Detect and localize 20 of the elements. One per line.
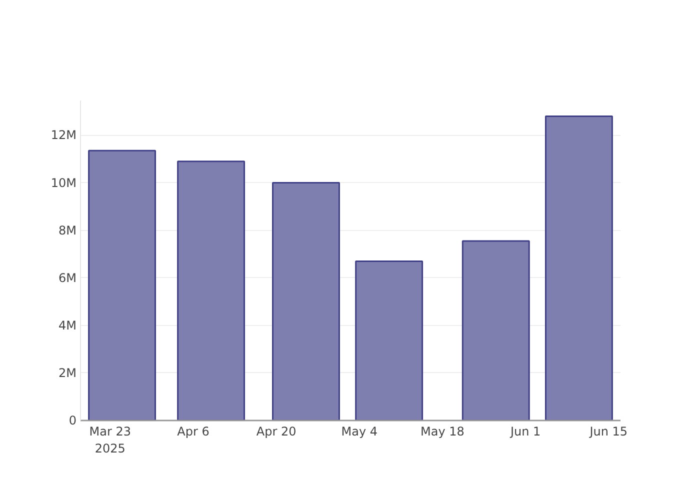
y-tick-label: 8M xyxy=(58,223,77,238)
y-tick-label: 10M xyxy=(50,176,76,190)
bar xyxy=(462,240,530,420)
bar xyxy=(177,160,246,420)
x-tick-label: Jun 1 xyxy=(509,424,541,438)
bar xyxy=(544,115,613,420)
bar xyxy=(88,150,156,420)
x-tick-label: May 18 xyxy=(420,424,464,438)
y-tick-label: 0 xyxy=(68,414,77,428)
x-tick-label: Jun 15 xyxy=(588,424,628,438)
y-tick-label: 6M xyxy=(58,270,77,285)
x-tick-label: May 4 xyxy=(341,424,378,438)
y-tick-label: 4M xyxy=(58,318,77,332)
x-tick-label: Apr 20 xyxy=(256,424,296,438)
x-tick-label: Mar 23 2025 xyxy=(89,424,132,456)
y-tick-label: 2M xyxy=(58,366,77,380)
x-tick-label: Apr 6 xyxy=(177,424,210,438)
bar xyxy=(272,182,340,420)
y-tick-label: 12M xyxy=(50,128,76,142)
bar xyxy=(355,260,424,420)
